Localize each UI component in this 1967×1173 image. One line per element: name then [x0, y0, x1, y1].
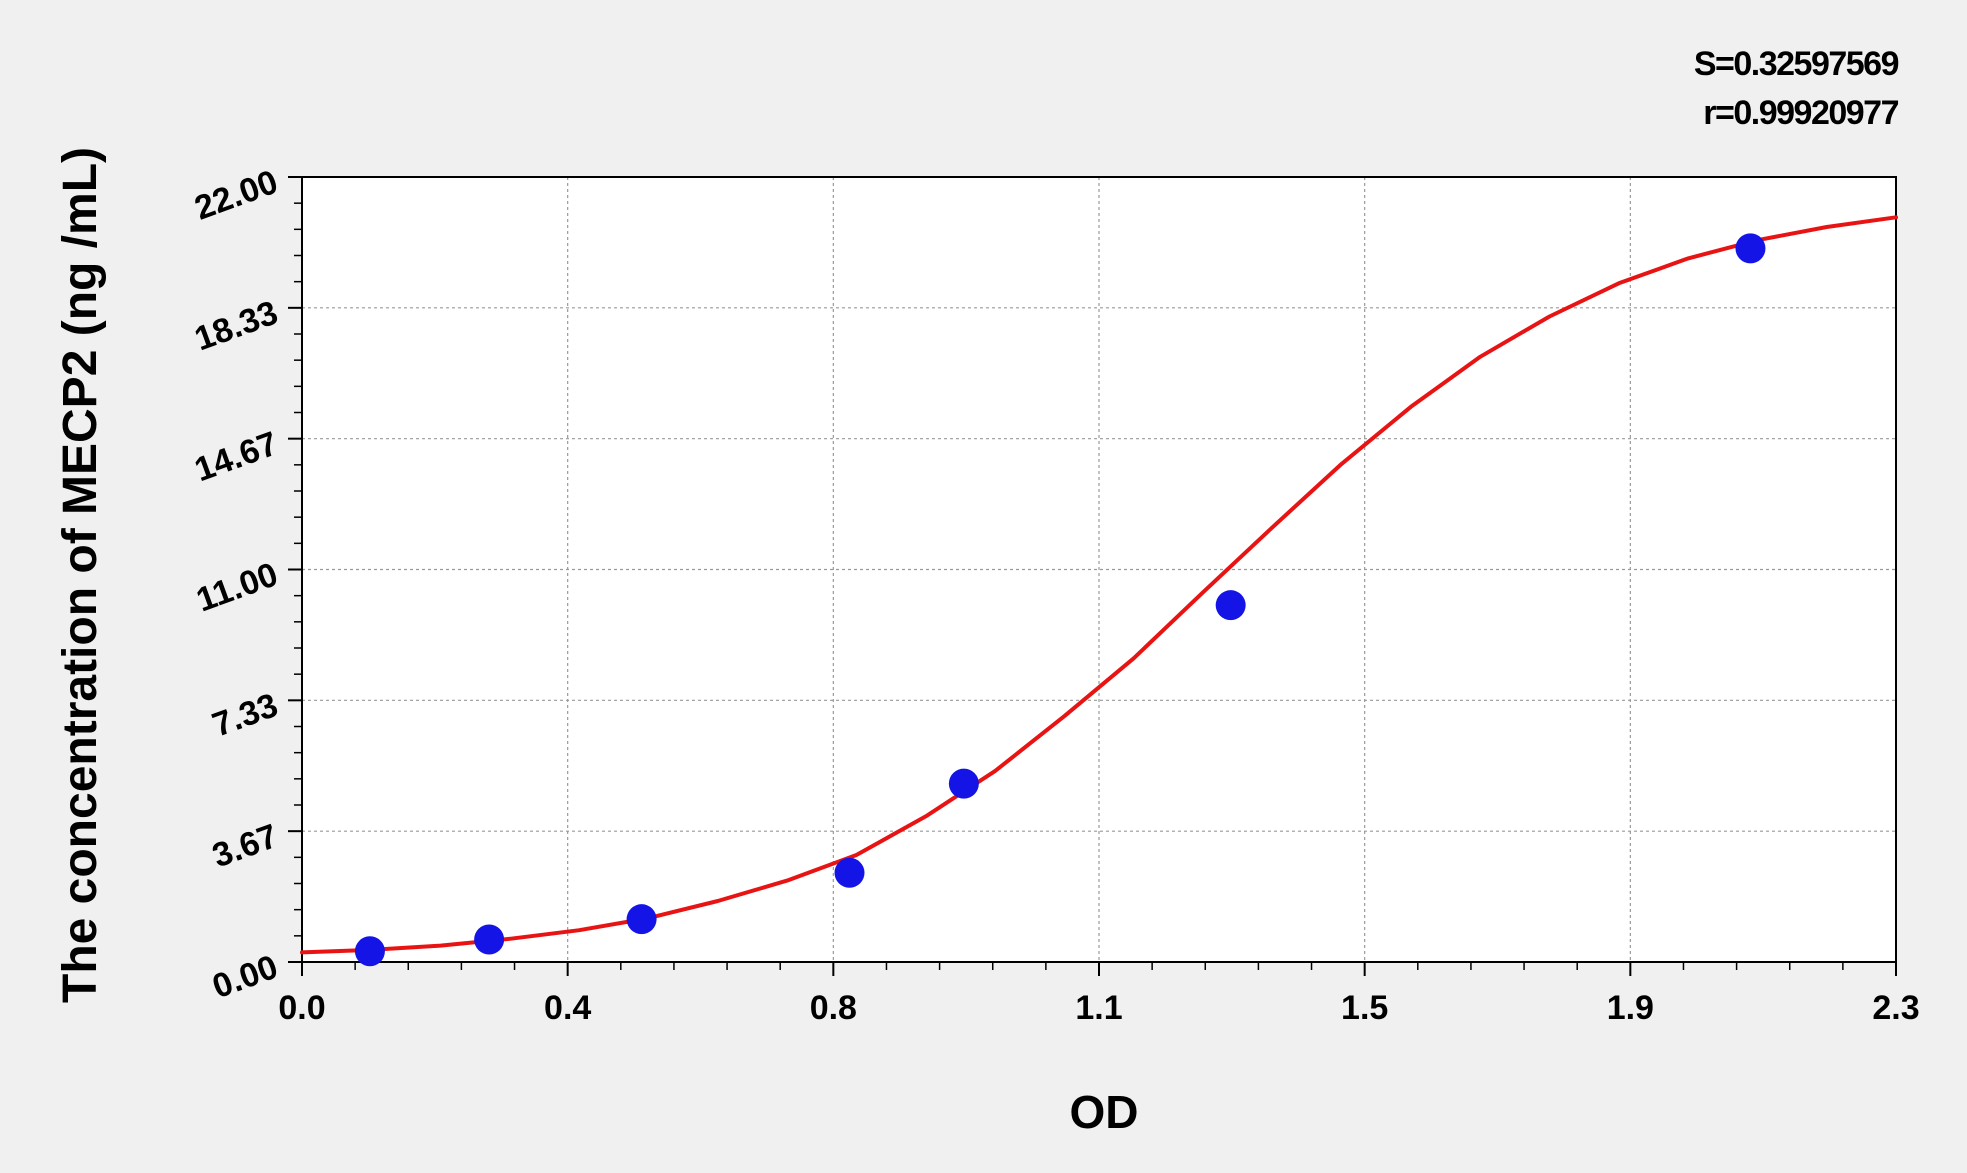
x-tick-label: 0.4 [544, 989, 591, 1027]
grid-lines [302, 177, 1896, 962]
x-tick-label: 2.3 [1872, 989, 1919, 1027]
data-point [354, 936, 385, 967]
y-tick-label: 22.00 [190, 163, 283, 228]
y-tick-label: 11.00 [192, 555, 283, 619]
y-tick-label: 3.67 [208, 817, 283, 875]
s-statistic: S=0.32597569 [1694, 45, 1899, 83]
data-point [948, 768, 979, 799]
data-points [354, 233, 1766, 967]
y-axis-tick-labels: 0.00 3.67 7.33 11.00 14.67 18.33 22.00 [190, 163, 302, 1006]
x-tick-label: 1.9 [1607, 989, 1654, 1027]
minor-ticks [294, 202, 1844, 970]
data-point [834, 857, 865, 888]
r-statistic: r=0.99920977 [1703, 94, 1898, 132]
fit-curve [300, 215, 1898, 955]
x-axis-tick-labels: 0.0 0.4 0.8 1.1 1.5 1.9 2.3 [278, 962, 1920, 1027]
y-tick-label: 14.67 [190, 424, 283, 489]
data-point [474, 924, 505, 955]
y-tick-label: 18.33 [190, 294, 283, 359]
y-axis-title: The concentration of MECP2 (ng /mL) [54, 147, 107, 1003]
data-point [626, 904, 657, 935]
x-tick-label: 0.0 [278, 989, 325, 1027]
data-point [1735, 233, 1766, 264]
x-tick-label: 0.8 [810, 989, 857, 1027]
x-tick-label: 1.5 [1341, 989, 1388, 1027]
data-point [1215, 590, 1246, 621]
x-axis-title: OD [1070, 1086, 1139, 1138]
y-tick-label: 0.00 [208, 948, 283, 1006]
y-tick-label: 7.33 [208, 686, 283, 744]
x-tick-label: 1.1 [1075, 989, 1122, 1027]
fit-curve-line [300, 215, 1898, 955]
